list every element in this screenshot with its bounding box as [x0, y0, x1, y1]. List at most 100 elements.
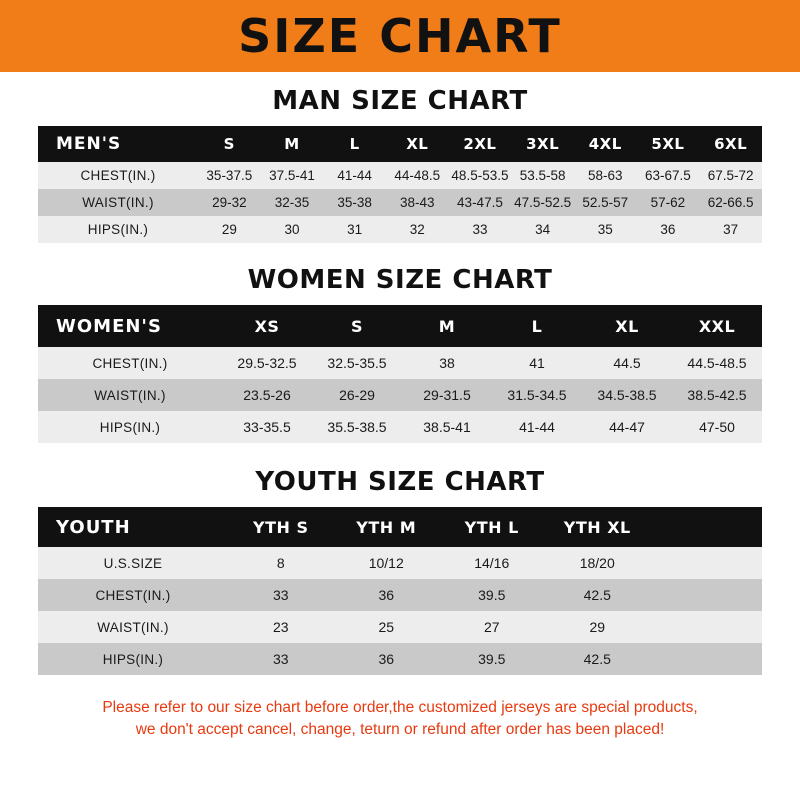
- column-header-yth-m: YTH M: [356, 517, 417, 537]
- cell: 63-67.5: [645, 168, 691, 183]
- cell: 38: [439, 355, 455, 371]
- cell: 35: [597, 222, 613, 237]
- column-header-yth-xl: YTH XL: [563, 517, 631, 537]
- cell-empty: [650, 579, 762, 611]
- cell: 38-43: [400, 195, 435, 210]
- cell: 31: [347, 222, 363, 237]
- column-header-l: L: [349, 135, 360, 153]
- cell: 47.5-52.5: [514, 195, 572, 210]
- cell: 32-35: [274, 195, 310, 210]
- cell: 29.5-32.5: [237, 355, 297, 371]
- table-row: CHEST(IN.) 35-37.5 37.5-41 41-44 44-48.5…: [38, 162, 762, 189]
- cell: 39.5: [478, 651, 506, 667]
- table-row: HIPS(IN.) 33-35.5 35.5-38.5 38.5-41 41-4…: [38, 411, 762, 443]
- cell: 33: [472, 222, 488, 237]
- row-label-hips: HIPS(IN.): [99, 419, 161, 435]
- column-header-6xl: 6XL: [714, 135, 748, 153]
- row-label-chest: CHEST(IN.): [80, 168, 156, 183]
- table-row: CHEST(IN.) 33 36 39.5 42.5: [38, 579, 762, 611]
- cell: 29: [221, 222, 237, 237]
- cell: 32.5-35.5: [327, 355, 387, 371]
- cell: 44.5: [613, 355, 641, 371]
- column-header-2xl: 2XL: [463, 135, 497, 153]
- cell: 47-50: [699, 419, 735, 435]
- column-header-s: S: [223, 135, 235, 153]
- column-header-4xl: 4XL: [588, 135, 622, 153]
- cell: 53.5-58: [519, 168, 566, 183]
- cell: 39.5: [478, 587, 506, 603]
- women-size-table: WOMEN'S XS S M L XL XXL CHEST(IN.) 29.5-…: [38, 305, 762, 443]
- column-header-l: L: [531, 316, 543, 336]
- row-label-chest: CHEST(IN.): [95, 587, 171, 603]
- cell: 43-47.5: [457, 195, 503, 210]
- cell: 29-31.5: [423, 387, 471, 403]
- cell: 36: [378, 587, 395, 603]
- column-header-spacer: [650, 507, 762, 547]
- cell: 32: [409, 222, 425, 237]
- cell: 44-48.5: [394, 168, 441, 183]
- column-header-xs: XS: [254, 316, 280, 336]
- cell: 41: [529, 355, 545, 371]
- header-banner: SIZE CHART: [0, 0, 800, 72]
- cell: 14/16: [474, 555, 510, 571]
- column-header-5xl: 5XL: [651, 135, 685, 153]
- column-header-xl: XL: [615, 316, 639, 336]
- cell-empty: [650, 611, 762, 643]
- column-header-yth-s: YTH S: [253, 517, 309, 537]
- women-section-title: WOMEN SIZE CHART: [247, 265, 553, 295]
- cell: 27: [483, 619, 500, 635]
- column-header-m: M: [284, 135, 300, 153]
- cell: 23: [272, 619, 289, 635]
- table-header-row: YOUTH YTH S YTH M YTH L YTH XL: [38, 507, 762, 547]
- cell: 29-32: [212, 195, 247, 210]
- table-header-row: WOMEN'S XS S M L XL XXL: [38, 305, 762, 347]
- man-section-title: MAN SIZE CHART: [272, 86, 528, 116]
- disclaimer-note: Please refer to our size chart before or…: [24, 697, 776, 742]
- cell: 44-47: [609, 419, 645, 435]
- table-row: WAIST(IN.) 23 25 27 29: [38, 611, 762, 643]
- column-header-xl: XL: [406, 135, 429, 153]
- cell: 23.5-26: [243, 387, 291, 403]
- cell: 67.5-72: [707, 168, 754, 183]
- table-header-row: MEN'S S M L XL 2XL 3XL 4XL 5XL 6XL: [38, 126, 762, 162]
- cell: 34.5-38.5: [597, 387, 657, 403]
- row-label-waist: WAIST(IN.): [82, 195, 154, 210]
- cell: 25: [378, 619, 395, 635]
- column-header-rowlabel: MEN'S: [56, 134, 122, 154]
- column-header-s: S: [350, 316, 364, 336]
- youth-section-title: YOUTH SIZE CHART: [255, 467, 545, 497]
- table-row: WAIST(IN.) 23.5-26 26-29 29-31.5 31.5-34…: [38, 379, 762, 411]
- cell: 35-37.5: [206, 168, 253, 183]
- cell: 42.5: [583, 587, 611, 603]
- cell: 41-44: [337, 168, 372, 183]
- cell: 31.5-34.5: [507, 387, 567, 403]
- cell: 26-29: [339, 387, 375, 403]
- column-header-m: M: [438, 316, 456, 336]
- column-header-3xl: 3XL: [526, 135, 560, 153]
- cell: 62-66.5: [707, 195, 754, 210]
- cell: 57-62: [650, 195, 686, 210]
- cell: 34: [535, 222, 551, 237]
- row-label-waist: WAIST(IN.): [94, 387, 166, 403]
- table-row: WAIST(IN.) 29-32 32-35 35-38 38-43 43-47…: [38, 189, 762, 216]
- cell: 33-35.5: [243, 419, 291, 435]
- column-header-xxl: XXL: [698, 316, 736, 336]
- cell: 36: [378, 651, 395, 667]
- cell: 29: [589, 619, 606, 635]
- cell: 30: [284, 222, 300, 237]
- cell: 48.5-53.5: [451, 168, 509, 183]
- cell: 10/12: [368, 555, 404, 571]
- row-label-waist: WAIST(IN.): [97, 619, 169, 635]
- cell: 38.5-41: [423, 419, 471, 435]
- cell-empty: [650, 643, 762, 675]
- cell: 37: [723, 222, 739, 237]
- cell: 33: [272, 587, 289, 603]
- table-row: HIPS(IN.) 29 30 31 32 33 34 35 36 37: [38, 216, 762, 243]
- cell: 35-38: [337, 195, 372, 210]
- cell: 44.5-48.5: [687, 355, 747, 371]
- content-area: MAN SIZE CHART MEN'S S M L XL 2XL 3XL 4X…: [0, 86, 800, 742]
- cell: 38.5-42.5: [687, 387, 747, 403]
- cell: 52.5-57: [582, 195, 629, 210]
- row-label-chest: CHEST(IN.): [92, 355, 168, 371]
